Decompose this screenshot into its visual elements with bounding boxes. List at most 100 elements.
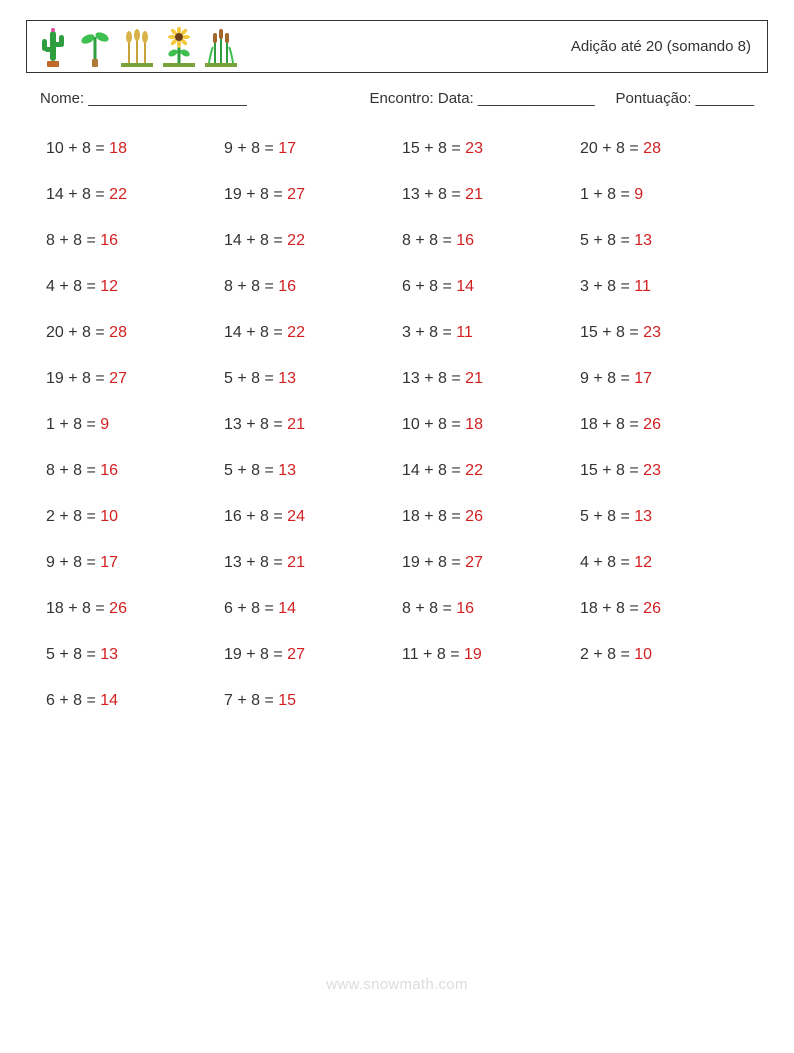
problem: 6 + 8 = 14 (402, 278, 570, 296)
problem: 14 + 8 = 22 (224, 324, 392, 342)
expression: 19 + 8 = (224, 646, 287, 663)
problem: 18 + 8 = 26 (46, 600, 214, 618)
problem: 8 + 8 = 16 (402, 232, 570, 250)
expression: 3 + 8 = (402, 324, 456, 341)
icon-row (37, 27, 237, 67)
worksheet-title: Adição até 20 (somando 8) (571, 38, 757, 55)
problems-column: 9 + 8 = 17 19 + 8 = 27 14 + 8 = 22 8 + 8 = … (224, 130, 392, 710)
problem: 10 + 8 = 18 (402, 416, 570, 434)
reeds-icon (205, 27, 237, 67)
problem: 3 + 8 = 11 (402, 324, 570, 342)
problem: 5 + 8 = 13 (224, 370, 392, 388)
expression: 10 + 8 = (402, 416, 465, 433)
problem: 18 + 8 = 26 (580, 600, 748, 618)
answer: 26 (465, 508, 483, 525)
expression: 18 + 8 = (402, 508, 465, 525)
problem: 1 + 8 = 9 (580, 186, 748, 204)
answer: 13 (278, 370, 296, 387)
problems-grid: 10 + 8 = 18 14 + 8 = 22 8 + 8 = 16 4 + 8 = … (46, 130, 748, 710)
problem: 19 + 8 = 27 (402, 554, 570, 572)
answer: 18 (465, 416, 483, 433)
expression: 11 + 8 = (402, 646, 464, 663)
answer: 9 (634, 186, 643, 203)
answer: 14 (278, 600, 296, 617)
answer: 11 (456, 324, 473, 341)
answer: 24 (287, 508, 305, 525)
answer: 16 (100, 232, 118, 249)
header-frame: Adição até 20 (somando 8) (26, 20, 768, 73)
problem: 18 + 8 = 26 (580, 416, 748, 434)
problem: 8 + 8 = 16 (46, 232, 214, 250)
problem: 7 + 8 = 15 (224, 692, 392, 710)
problem: 8 + 8 = 16 (402, 600, 570, 618)
expression: 20 + 8 = (46, 324, 109, 341)
problem: 20 + 8 = 28 (46, 324, 214, 342)
expression: 14 + 8 = (46, 186, 109, 203)
problem: 20 + 8 = 28 (580, 140, 748, 158)
problem: 15 + 8 = 23 (580, 324, 748, 342)
expression: 18 + 8 = (580, 416, 643, 433)
problem: 19 + 8 = 27 (224, 646, 392, 664)
expression: 15 + 8 = (580, 324, 643, 341)
expression: 2 + 8 = (46, 508, 100, 525)
answer: 23 (643, 324, 661, 341)
answer: 14 (100, 692, 118, 709)
expression: 16 + 8 = (224, 508, 287, 525)
expression: 1 + 8 = (46, 416, 100, 433)
problem: 6 + 8 = 14 (224, 600, 392, 618)
sprout-icon (79, 27, 111, 67)
problem: 2 + 8 = 10 (580, 646, 748, 664)
problem: 10 + 8 = 18 (46, 140, 214, 158)
expression: 15 + 8 = (580, 462, 643, 479)
problem: 18 + 8 = 26 (402, 508, 570, 526)
name-field-label: Nome: ___________________ (40, 90, 247, 107)
problem: 1 + 8 = 9 (46, 416, 214, 434)
expression: 6 + 8 = (402, 278, 456, 295)
expression: 4 + 8 = (580, 554, 634, 571)
answer: 16 (278, 278, 296, 295)
answer: 22 (287, 324, 305, 341)
answer: 13 (634, 232, 652, 249)
answer: 17 (278, 140, 296, 157)
answer: 18 (109, 140, 127, 157)
answer: 26 (643, 600, 661, 617)
answer: 16 (100, 462, 118, 479)
problem: 8 + 8 = 16 (224, 278, 392, 296)
expression: 8 + 8 = (402, 232, 456, 249)
wheat-icon (121, 27, 153, 67)
answer: 10 (634, 646, 652, 663)
answer: 22 (465, 462, 483, 479)
expression: 9 + 8 = (224, 140, 278, 157)
score-field-label: Pontuação: _______ (616, 90, 754, 107)
answer: 11 (634, 278, 651, 295)
answer: 28 (643, 140, 661, 157)
problem: 2 + 8 = 10 (46, 508, 214, 526)
meta-row: Nome: ___________________ Encontro: Data… (40, 90, 754, 107)
answer: 10 (100, 508, 118, 525)
expression: 18 + 8 = (580, 600, 643, 617)
answer: 14 (456, 278, 474, 295)
expression: 15 + 8 = (402, 140, 465, 157)
expression: 8 + 8 = (46, 232, 100, 249)
expression: 13 + 8 = (224, 416, 287, 433)
answer: 27 (109, 370, 127, 387)
answer: 13 (100, 646, 118, 663)
answer: 16 (456, 232, 474, 249)
problem: 19 + 8 = 27 (46, 370, 214, 388)
problem: 6 + 8 = 14 (46, 692, 214, 710)
problem: 14 + 8 = 22 (46, 186, 214, 204)
expression: 6 + 8 = (46, 692, 100, 709)
answer: 26 (109, 600, 127, 617)
problem: 4 + 8 = 12 (46, 278, 214, 296)
problem: 5 + 8 = 13 (224, 462, 392, 480)
problem: 15 + 8 = 23 (580, 462, 748, 480)
problem: 3 + 8 = 11 (580, 278, 748, 296)
expression: 6 + 8 = (224, 600, 278, 617)
problem: 5 + 8 = 13 (580, 232, 748, 250)
problems-column: 20 + 8 = 28 1 + 8 = 9 5 + 8 = 13 3 + 8 = 11… (580, 130, 748, 710)
answer: 12 (634, 554, 652, 571)
sunflower-icon (163, 27, 195, 67)
problem: 15 + 8 = 23 (402, 140, 570, 158)
expression: 14 + 8 = (224, 232, 287, 249)
problem: 19 + 8 = 27 (224, 186, 392, 204)
